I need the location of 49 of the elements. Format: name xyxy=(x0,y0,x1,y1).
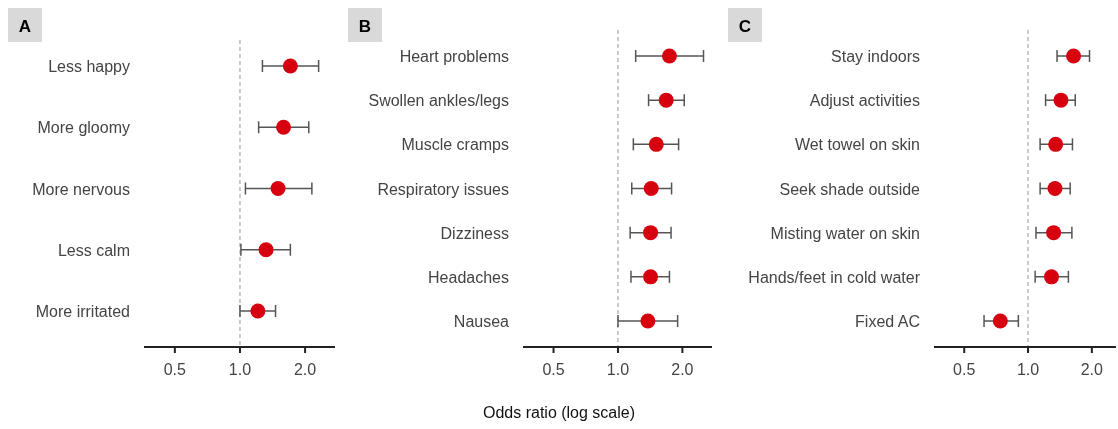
point xyxy=(648,136,664,152)
x-tick-label: 1.0 xyxy=(1016,361,1040,378)
x-tick-label: 2.0 xyxy=(1080,361,1104,378)
y-tick-label: Less calm xyxy=(57,241,130,259)
y-tick-label: Seek shade outside xyxy=(779,180,921,198)
y-tick-label: Respiratory issues xyxy=(377,180,509,198)
y-tick-label: Wet towel on skin xyxy=(794,136,920,154)
y-tick-label: More irritated xyxy=(35,303,130,320)
x-tick-label: 1.0 xyxy=(228,361,252,378)
chart-title: A xyxy=(18,17,32,36)
x-tick-label: 1.0 xyxy=(606,361,630,378)
point xyxy=(643,269,659,285)
point xyxy=(640,313,656,329)
point xyxy=(643,181,659,196)
point xyxy=(258,242,274,258)
x-axis-title: Odds ratio (log scale) xyxy=(482,404,636,421)
point xyxy=(661,48,677,64)
x-tick-label: 2.0 xyxy=(293,361,317,378)
text: B xyxy=(358,17,372,36)
y-tick-label: More gloomy xyxy=(37,119,130,137)
y-tick-label: Nausea xyxy=(453,313,510,330)
y-tick-label: Misting water on skin xyxy=(770,224,920,242)
point xyxy=(1043,269,1059,285)
y-tick-label: More nervous xyxy=(32,180,130,198)
y-tick-label: Adjust activities xyxy=(809,92,920,110)
y-tick-label: Muscle cramps xyxy=(401,136,509,154)
point xyxy=(250,303,266,319)
point xyxy=(1048,136,1064,152)
x-tick-label: 2.0 xyxy=(671,361,694,378)
x-tick-label: 0.5 xyxy=(542,361,565,378)
y-tick-label: Hands/feet in cold water xyxy=(748,268,921,286)
y-tick-label: Fixed AC xyxy=(855,313,920,330)
y-tick-label: Heart problems xyxy=(399,48,509,65)
y-tick-label: Less happy xyxy=(48,58,130,75)
point xyxy=(1047,181,1063,196)
point xyxy=(1046,225,1062,241)
point xyxy=(992,313,1008,329)
x-tick-label: 0.5 xyxy=(163,361,187,378)
point xyxy=(658,92,674,108)
text: C xyxy=(738,17,752,36)
point xyxy=(643,225,659,241)
point xyxy=(270,181,286,196)
point xyxy=(276,119,292,135)
x-tick-label: 0.5 xyxy=(953,361,976,378)
y-tick-label: Headaches xyxy=(428,268,509,286)
y-tick-label: Stay indoors xyxy=(831,48,920,65)
y-tick-label: Swollen ankles/legs xyxy=(368,92,509,110)
y-tick-label: Dizziness xyxy=(440,224,509,242)
point xyxy=(282,58,298,74)
